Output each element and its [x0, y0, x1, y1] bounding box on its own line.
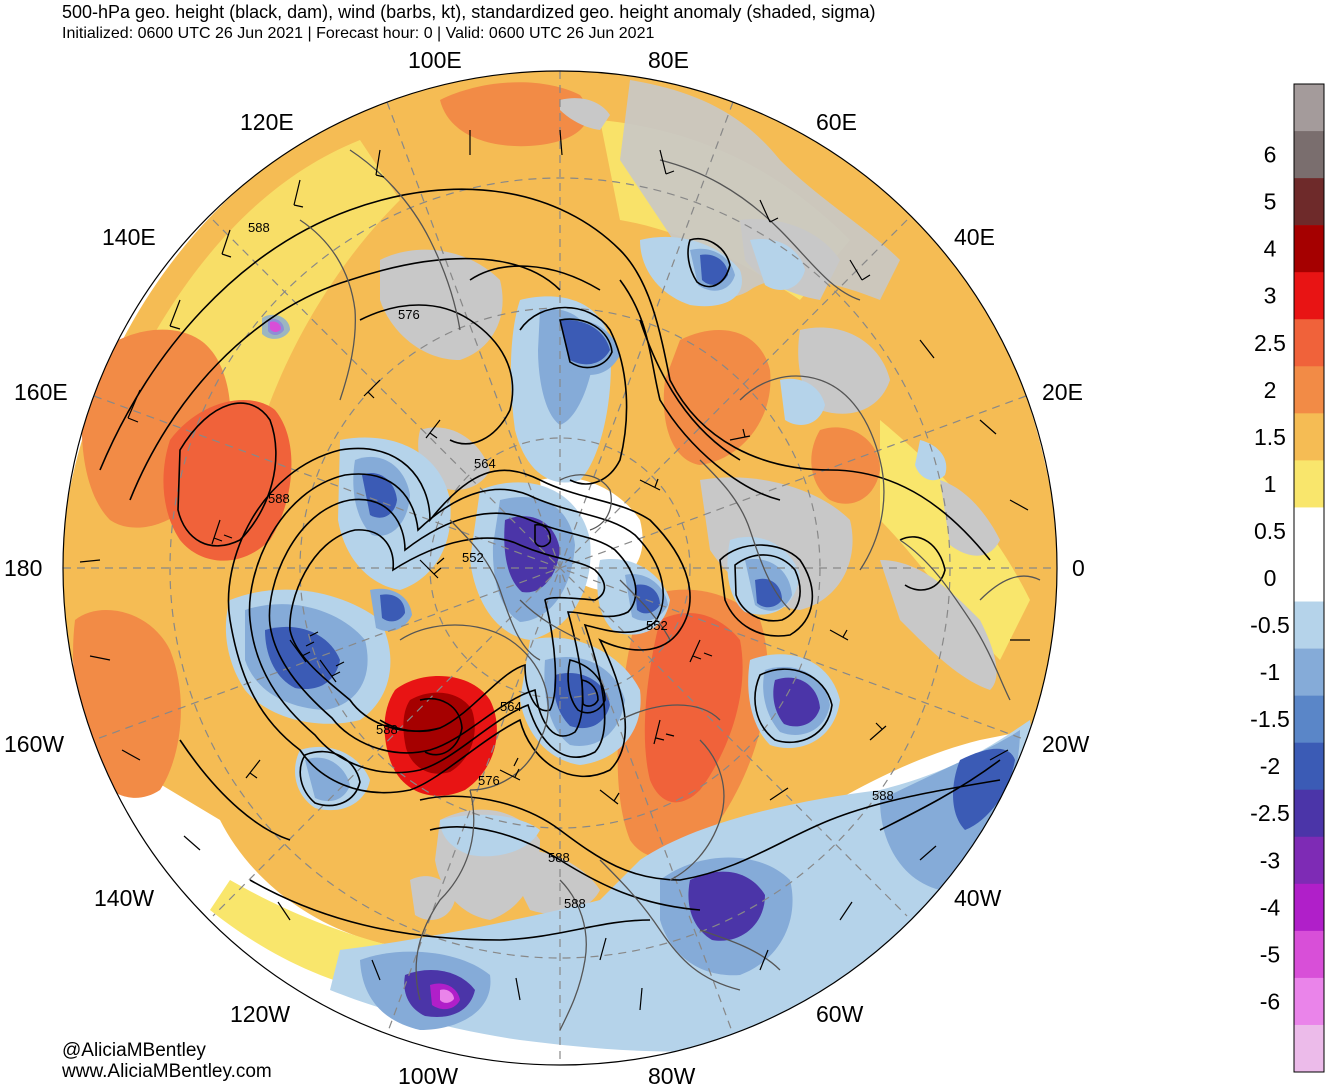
- colorbar-swatch: [1294, 977, 1324, 1026]
- colorbar-label: -4: [1260, 894, 1281, 920]
- colorbar-swatch: [1294, 413, 1324, 461]
- colorbar-label: -2.5: [1250, 800, 1290, 826]
- colorbar-label: 0: [1264, 565, 1277, 591]
- wind-barbs: [79, 129, 1030, 1011]
- colorbar-swatch: [1294, 507, 1324, 555]
- colorbar-label: 2: [1264, 377, 1277, 403]
- colorbar-label: 5: [1264, 189, 1277, 215]
- lon-label-180: 180: [4, 555, 42, 581]
- colorbar-frame: [1293, 83, 1325, 1073]
- graticule: [63, 71, 1057, 1065]
- lon-label-140w: 140W: [94, 885, 154, 911]
- colorbar-swatch: [1294, 789, 1324, 838]
- colorbar-swatch: [1294, 1024, 1324, 1073]
- colorbar-swatch: [1294, 460, 1324, 508]
- colorbar-label: -6: [1260, 988, 1280, 1014]
- lon-label-140e: 140E: [102, 224, 156, 250]
- colorbar-label: 1: [1264, 471, 1277, 497]
- colorbar-labels: 6 5 4 3 2.5 2 1.5 1 0.5 0 -0.5 -1 -1.5 -2 -2.5 -3 -4 -5 -6: [1250, 142, 1290, 1015]
- contour-label: 588: [548, 850, 570, 865]
- colorbar-swatch: [1294, 366, 1324, 414]
- contour-label: 588: [248, 220, 270, 235]
- colorbar-label: 0.5: [1254, 518, 1286, 544]
- contour-label: 588: [564, 896, 586, 911]
- lon-label-40e: 40E: [954, 224, 995, 250]
- colorbar-swatch: [1294, 601, 1324, 649]
- colorbar-swatch: [1294, 883, 1324, 932]
- longitude-labels: 100E 80E 120E 60E 140E 40E 160E 20E 180 …: [4, 47, 1090, 1086]
- colorbar-swatch: [1294, 178, 1324, 226]
- contour-label: 552: [646, 618, 668, 633]
- colorbar-swatch: [1294, 695, 1324, 743]
- colorbar-swatch: [1294, 84, 1324, 132]
- colorbar-swatch: [1294, 272, 1324, 320]
- colorbar-label: -2: [1260, 753, 1280, 779]
- colorbar: 6 5 4 3 2.5 2 1.5 1 0.5 0 -0.5 -1 -1.5 -2 -2.5 -3 -4 -5 -6: [1250, 83, 1325, 1073]
- colorbar-swatch: [1294, 836, 1324, 885]
- colorbar-label: 1.5: [1254, 424, 1286, 450]
- colorbar-swatches: [1293, 83, 1325, 1073]
- contour-labels: 576 588 564 588 552 552 588 564 576 588 …: [248, 220, 894, 911]
- colorbar-label: 4: [1264, 236, 1277, 262]
- lon-label-0: 0: [1072, 555, 1085, 581]
- colorbar-label: 3: [1264, 283, 1277, 309]
- colorbar-swatch: [1294, 225, 1324, 273]
- colorbar-swatch: [1294, 742, 1324, 791]
- contour-label: 588: [376, 722, 398, 737]
- coastlines: [299, 149, 1041, 1031]
- lon-label-60e: 60E: [816, 109, 857, 135]
- colorbar-swatch: [1294, 554, 1324, 602]
- colorbar-label: 2.5: [1254, 330, 1286, 356]
- lon-label-120w: 120W: [230, 1001, 290, 1027]
- lon-label-80w: 80W: [648, 1063, 696, 1086]
- colorbar-swatch: [1294, 648, 1324, 696]
- map-title: 500-hPa geo. height (black, dam), wind (…: [62, 2, 876, 22]
- lon-label-100w: 100W: [398, 1063, 458, 1086]
- contour-label: 552: [462, 550, 484, 565]
- contour-label: 564: [500, 699, 522, 714]
- lon-label-160w: 160W: [4, 731, 64, 757]
- colorbar-swatch: [1294, 131, 1324, 179]
- lon-label-120e: 120E: [240, 109, 294, 135]
- lon-label-60w: 60W: [816, 1001, 864, 1027]
- colorbar-swatch: [1294, 930, 1324, 979]
- lon-label-160e: 160E: [14, 379, 68, 405]
- colorbar-label: -1.5: [1250, 706, 1290, 732]
- colorbar-swatch: [1294, 319, 1324, 367]
- lon-label-20e: 20E: [1042, 379, 1083, 405]
- colorbar-label: 6: [1264, 142, 1277, 168]
- contour-label: 588: [268, 491, 290, 506]
- contour-label: 576: [478, 773, 500, 788]
- colorbar-label: -0.5: [1250, 612, 1290, 638]
- colorbar-label: -1: [1260, 659, 1280, 685]
- map-subtitle: Initialized: 0600 UTC 26 Jun 2021 | Fore…: [62, 25, 655, 42]
- contour-label: 564: [474, 456, 496, 471]
- credit-handle: @AliciaMBentley: [62, 1040, 206, 1061]
- lon-label-20w: 20W: [1042, 731, 1090, 757]
- map-border: [62, 70, 1058, 1066]
- lon-label-40w: 40W: [954, 885, 1002, 911]
- lon-label-100e: 100E: [408, 47, 462, 73]
- contour-label: 576: [398, 307, 420, 322]
- lon-label-80e: 80E: [648, 47, 689, 73]
- credit-website: www.AliciaMBentley.com: [62, 1061, 272, 1082]
- colorbar-label: -3: [1260, 847, 1280, 873]
- contour-label: 588: [872, 788, 894, 803]
- colorbar-label: -5: [1260, 941, 1280, 967]
- height-contours: [99, 188, 1001, 941]
